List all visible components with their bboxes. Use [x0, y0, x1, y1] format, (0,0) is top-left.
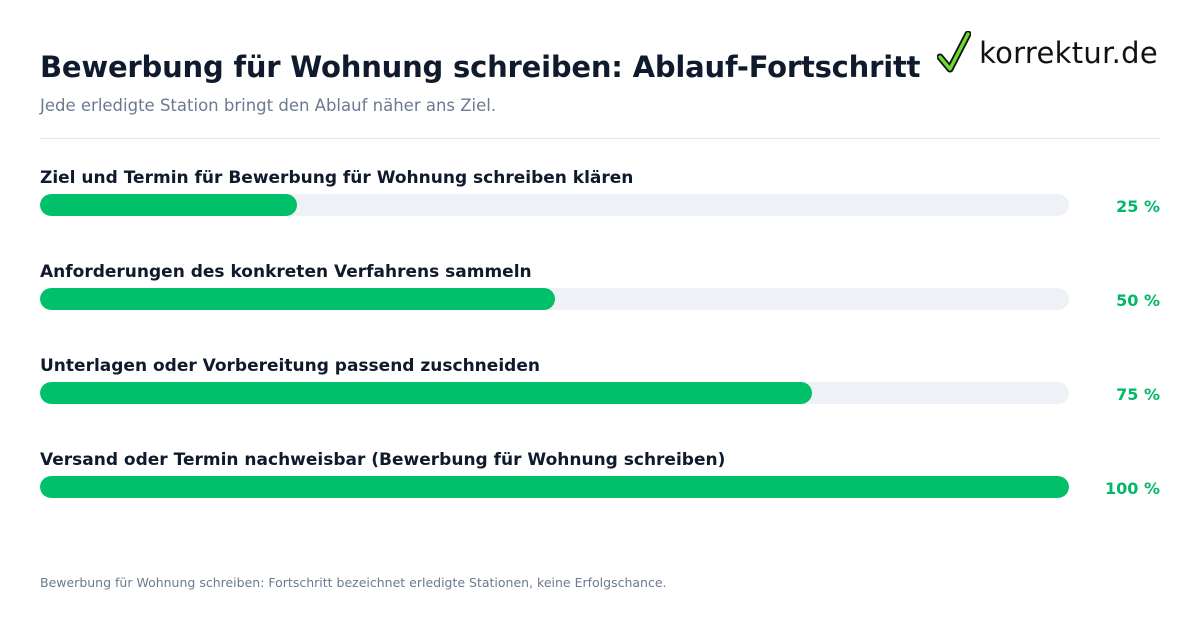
bar — [40, 288, 555, 310]
bar-track — [40, 476, 1069, 498]
bar-label: Ziel und Termin für Bewerbung für Wohnun… — [40, 168, 634, 188]
bar-track — [40, 288, 1069, 310]
bar-label: Unterlagen oder Vorbereitung passend zus… — [40, 356, 540, 376]
brand-logo: korrektur.de — [937, 28, 1158, 78]
bar — [40, 382, 812, 404]
bar-value-label: 50 % — [1116, 291, 1160, 310]
bar — [40, 194, 298, 216]
progress-row: Anforderungen des konkreten Verfahrens s… — [40, 262, 1160, 322]
bar-value-label: 75 % — [1116, 385, 1160, 404]
brand-name: korrektur.de — [979, 36, 1158, 70]
bar-track — [40, 382, 1069, 404]
footnote: Bewerbung für Wohnung schreiben: Fortsch… — [40, 575, 667, 590]
divider — [40, 138, 1160, 139]
bar — [40, 476, 1069, 498]
page-subtitle: Jede erledigte Station bringt den Ablauf… — [40, 96, 497, 115]
bar-label: Anforderungen des konkreten Verfahrens s… — [40, 262, 532, 282]
progress-row: Ziel und Termin für Bewerbung für Wohnun… — [40, 168, 1160, 228]
progress-row: Unterlagen oder Vorbereitung passend zus… — [40, 356, 1160, 416]
bar-track — [40, 194, 1069, 216]
bar-label: Versand oder Termin nachweisbar (Bewerbu… — [40, 450, 726, 470]
progress-row: Versand oder Termin nachweisbar (Bewerbu… — [40, 450, 1160, 510]
bar-value-label: 100 % — [1105, 479, 1160, 498]
checkmark-icon — [937, 31, 972, 73]
bar-value-label: 25 % — [1116, 197, 1160, 216]
page-title: Bewerbung für Wohnung schreiben: Ablauf-… — [40, 50, 921, 84]
